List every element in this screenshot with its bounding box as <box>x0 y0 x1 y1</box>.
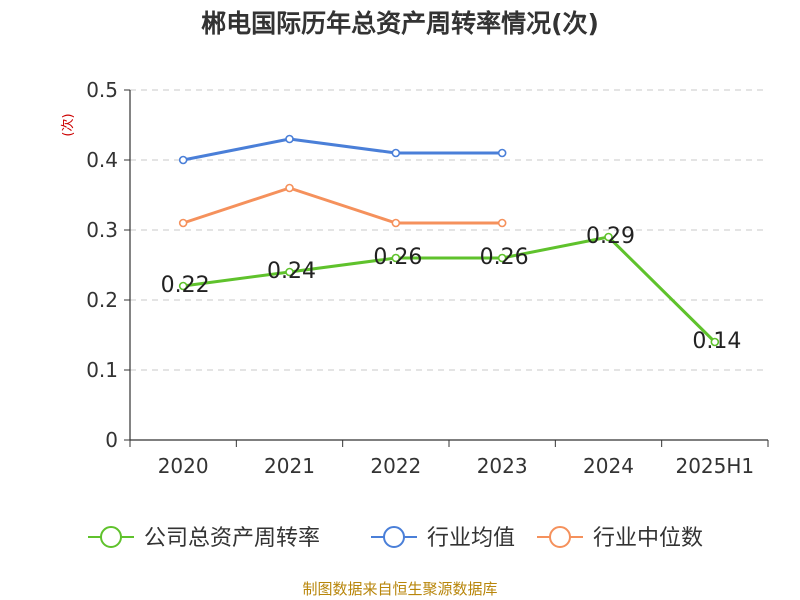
x-tick-label: 2023 <box>477 454 528 478</box>
data-point[interactable] <box>178 281 188 291</box>
data-point[interactable] <box>391 218 401 228</box>
legend-marker[interactable] <box>549 526 571 548</box>
source-note: 制图数据来自恒生聚源数据库 <box>302 580 498 598</box>
legend-label: 公司总资产周转率 <box>144 526 320 551</box>
data-label: 0.26 <box>480 245 529 270</box>
data-point[interactable] <box>285 267 294 277</box>
data-point[interactable] <box>285 134 294 144</box>
data-point[interactable] <box>178 155 188 165</box>
y-axis-title: (次) <box>60 113 76 136</box>
y-tick-label: 0.2 <box>86 288 118 312</box>
data-label: 0.22 <box>161 273 210 298</box>
series-line-0 <box>182 235 716 344</box>
x-tick-label: 2024 <box>583 454 634 478</box>
x-tick-label: 2021 <box>264 454 315 478</box>
data-point[interactable] <box>391 253 401 263</box>
data-point[interactable] <box>710 337 720 347</box>
data-point[interactable] <box>391 148 401 158</box>
legend-marker[interactable] <box>383 526 405 548</box>
x-tick-label: 2022 <box>370 454 421 478</box>
data-point[interactable] <box>497 218 507 228</box>
y-tick-label: 0.4 <box>86 148 118 172</box>
legend-label: 行业中位数 <box>593 526 703 551</box>
data-point[interactable] <box>178 218 188 228</box>
y-tick-label: 0 <box>105 428 118 452</box>
legend-label: 行业均值 <box>427 526 515 551</box>
x-tick-label: 2020 <box>158 454 209 478</box>
x-tick-label: 2025H1 <box>675 454 754 478</box>
data-point[interactable] <box>497 253 507 263</box>
data-label: 0.24 <box>267 259 316 284</box>
series-line-2 <box>182 186 503 225</box>
y-tick-label: 0.1 <box>86 358 118 382</box>
series-line-1 <box>182 137 503 162</box>
legend-marker[interactable] <box>100 526 122 548</box>
data-label: 0.26 <box>373 245 422 270</box>
y-tick-label: 0.3 <box>86 218 118 242</box>
data-point[interactable] <box>285 183 294 193</box>
data-point[interactable] <box>604 232 613 242</box>
y-tick-label: 0.5 <box>86 78 118 102</box>
data-label: 0.29 <box>586 224 635 249</box>
data-label: 0.14 <box>692 329 741 354</box>
chart-title: 郴电国际历年总资产周转率情况(次) <box>201 9 599 38</box>
data-point[interactable] <box>497 148 507 158</box>
